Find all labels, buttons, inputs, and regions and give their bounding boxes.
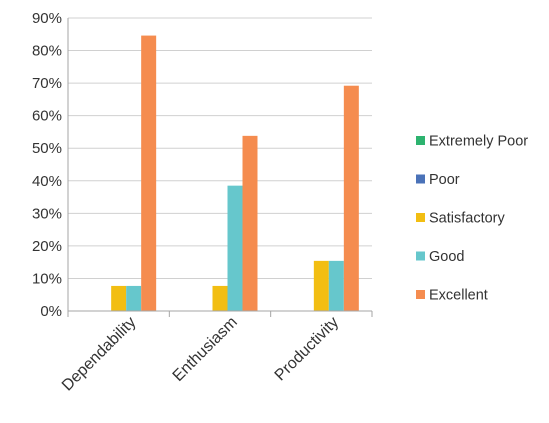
x-category-label: Enthusiasm <box>170 314 241 385</box>
y-tick-label: 40% <box>32 173 62 190</box>
legend-swatch <box>416 290 425 299</box>
legend-label: Poor <box>429 172 460 188</box>
bars <box>111 35 359 312</box>
bar-satisfactory-productivity <box>313 260 329 311</box>
bar-good-productivity <box>328 260 344 311</box>
bar-satisfactory-enthusiasm <box>212 285 228 311</box>
bar-good-dependability <box>126 285 142 311</box>
y-axis-tick-labels: 0% 10% 20% 30% 40% 50% 60% 70% 80% 90% <box>32 10 62 320</box>
legend-label: Satisfactory <box>429 211 505 227</box>
legend-swatch <box>416 213 425 222</box>
bar-excellent-enthusiasm <box>242 135 258 311</box>
y-tick-label: 80% <box>32 43 62 60</box>
axes <box>67 18 373 317</box>
y-tick-label: 50% <box>32 140 62 157</box>
bar-excellent-productivity <box>343 85 359 312</box>
legend-label: Extremely Poor <box>429 134 528 150</box>
x-category-label: Productivity <box>272 314 343 385</box>
legend-swatch <box>416 136 425 145</box>
y-tick-label: 0% <box>40 303 62 320</box>
legend-swatch <box>416 174 425 184</box>
legend: Extremely Poor Poor Satisfactory Good Excell… <box>416 134 528 304</box>
y-tick-label: 70% <box>32 75 62 92</box>
y-tick-label: 20% <box>32 238 62 255</box>
bar-satisfactory-dependability <box>111 285 127 311</box>
y-tick-label: 90% <box>32 10 62 27</box>
x-category-label: Dependability <box>59 314 140 395</box>
y-tick-label: 60% <box>32 108 62 125</box>
legend-label: Excellent <box>429 288 488 304</box>
y-tick-label: 30% <box>32 205 62 222</box>
bar-good-enthusiasm <box>227 185 243 311</box>
legend-swatch <box>416 251 425 261</box>
x-axis-category-labels: Dependability Enthusiasm Productivity <box>59 314 342 395</box>
gridlines <box>68 17 372 279</box>
y-tick-label: 10% <box>32 270 62 287</box>
bar-excellent-dependability <box>141 35 157 311</box>
legend-label: Good <box>429 249 464 265</box>
